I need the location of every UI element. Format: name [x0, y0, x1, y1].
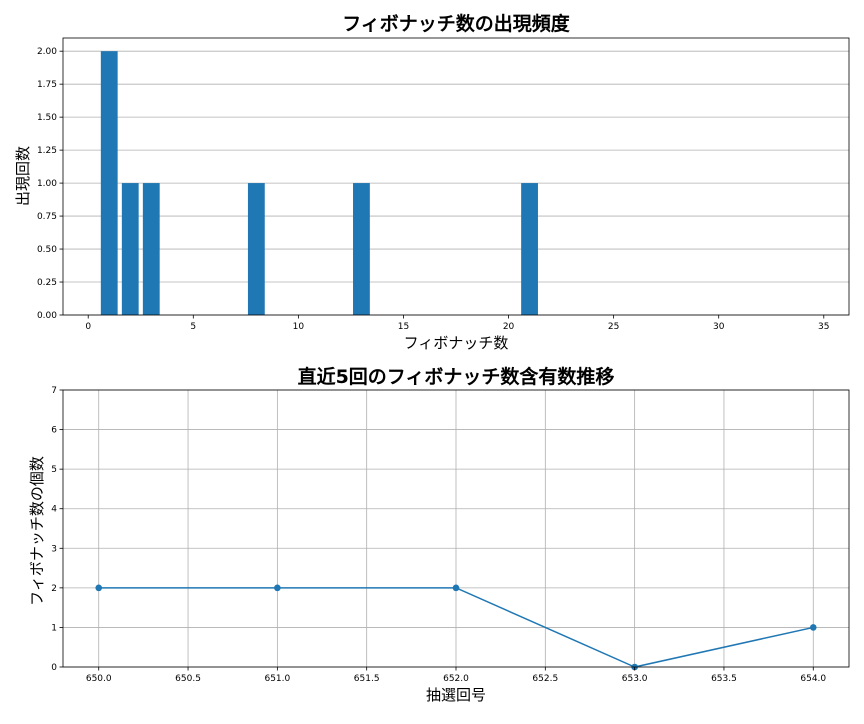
data-point	[809, 624, 817, 631]
x-tick-label: 652.5	[532, 674, 558, 684]
x-tick-label: 652.0	[443, 674, 469, 684]
y-axis-ticks: 0 1 2 3 4 5 6 7	[51, 386, 63, 673]
x-tick-label: 30	[713, 322, 725, 332]
bar	[142, 183, 160, 315]
y-axis-label: フィボナッチ数の個数	[28, 456, 46, 606]
data-point	[274, 584, 281, 592]
x-tick-label: 15	[398, 322, 409, 332]
y-tick-label: 7	[51, 386, 57, 396]
y-tick-label: 6	[51, 426, 57, 436]
x-axis-ticks: 0 5 10 15 20 25 30 35	[85, 315, 830, 332]
y-tick-label: 1.00	[37, 179, 57, 189]
x-tick-label: 654.0	[800, 674, 826, 684]
x-tick-label: 653.5	[711, 674, 737, 684]
data-point	[452, 584, 460, 592]
y-tick-label: 0	[51, 663, 57, 673]
grid	[63, 389, 849, 668]
y-tick-label: 1.75	[37, 80, 57, 90]
y-tick-label: 0.00	[37, 311, 57, 321]
x-tick-label: 25	[608, 322, 619, 332]
x-tick-label: 653.0	[622, 674, 648, 684]
x-tick-label: 20	[503, 322, 515, 332]
y-tick-label: 0.75	[37, 212, 57, 222]
bars	[100, 51, 538, 315]
y-tick-label: 0.50	[37, 245, 57, 255]
x-tick-label: 650.0	[86, 674, 112, 684]
y-tick-label: 3	[51, 544, 57, 554]
series	[95, 584, 817, 671]
bar-chart: フィボナッチ数の出現頻度 0 5 10 15 20 25 30 35 0.00 0.25 0.50…	[14, 12, 850, 352]
y-axis-label: 出現回数	[14, 146, 32, 206]
x-tick-label: 5	[190, 322, 196, 332]
x-axis-ticks: 650.0 650.5 651.0 651.5 652.0 652.5 653.0 653.5…	[86, 667, 826, 684]
plot-area	[62, 37, 850, 316]
grid	[63, 50, 849, 316]
x-tick-label: 651.0	[264, 674, 290, 684]
x-axis-label: 抽選回号	[426, 686, 486, 704]
y-axis-ticks: 0.00 0.25 0.50 0.75 1.00 1.25 1.50 1.75 2.00	[37, 47, 63, 321]
x-tick-label: 0	[85, 322, 91, 332]
chart-title: フィボナッチ数の出現頻度	[342, 12, 571, 35]
y-tick-label: 4	[51, 505, 57, 515]
x-tick-label: 10	[293, 322, 305, 332]
data-point	[95, 584, 103, 592]
bar	[521, 183, 538, 315]
chart-title: 直近5回のフィボナッチ数含有数推移	[298, 365, 615, 388]
y-tick-label: 2	[51, 584, 57, 594]
y-tick-label: 5	[51, 465, 57, 475]
bar	[353, 183, 370, 315]
bar	[121, 183, 139, 315]
x-tick-label: 650.5	[175, 674, 201, 684]
bar	[100, 51, 118, 315]
line-chart: 直近5回のフィボナッチ数含有数推移 650.0 650.5 651.0 651.5 65…	[28, 365, 850, 704]
y-tick-label: 1	[51, 623, 57, 633]
x-tick-label: 35	[818, 322, 829, 332]
y-tick-label: 0.25	[37, 278, 57, 288]
y-tick-label: 1.50	[37, 113, 57, 123]
bar	[247, 183, 265, 315]
y-tick-label: 1.25	[37, 146, 57, 156]
x-tick-label: 651.5	[354, 674, 380, 684]
x-axis-label: フィボナッチ数	[404, 334, 509, 352]
y-tick-label: 2.00	[37, 47, 57, 57]
